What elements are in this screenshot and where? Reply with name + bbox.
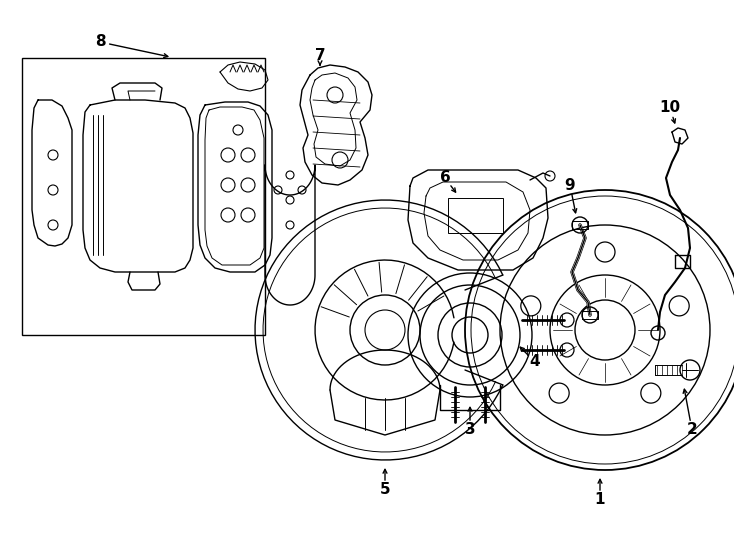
Text: 10: 10: [659, 100, 680, 116]
Bar: [22, 58, 265, 335]
Text: 1: 1: [595, 492, 606, 508]
Text: 5: 5: [379, 483, 390, 497]
Text: 2: 2: [686, 422, 697, 437]
Text: 8: 8: [95, 35, 105, 50]
Text: 9: 9: [564, 178, 575, 192]
Text: 6: 6: [440, 171, 451, 186]
Text: 3: 3: [465, 422, 476, 437]
Bar: [448, 198, 503, 233]
Text: 7: 7: [315, 48, 325, 63]
Text: 4: 4: [530, 354, 540, 369]
